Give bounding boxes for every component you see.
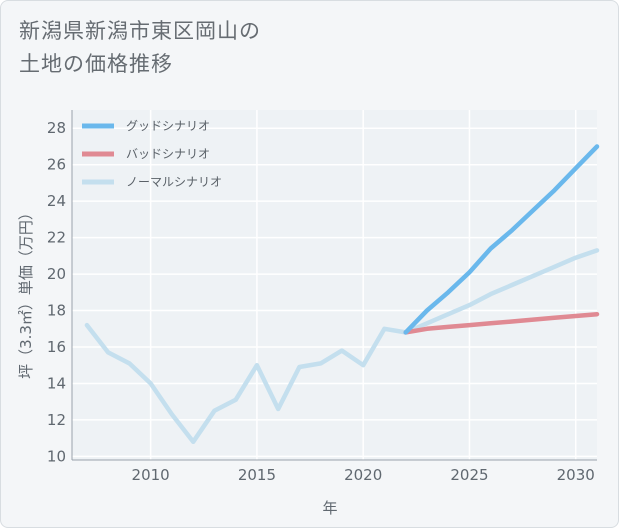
series-line-normal	[84, 248, 600, 445]
x-tick-label: 2015	[238, 466, 276, 484]
y-tick-label: 12	[47, 411, 66, 429]
x-tick-label: 2025	[450, 466, 488, 484]
y-tick-label: 28	[47, 119, 66, 137]
y-tick-label: 24	[47, 192, 66, 210]
y-tick-label: 26	[47, 156, 66, 174]
series-lines	[84, 144, 600, 445]
y-tick-label: 16	[47, 338, 66, 356]
series-line-bad	[403, 311, 600, 335]
x-tick-label: 2030	[557, 466, 595, 484]
axes: 10 12 14 16 18 20 22 24 26 28 2010 2015 2020 2025 2030	[47, 110, 597, 484]
grid	[72, 110, 597, 460]
y-tick-label: 14	[47, 374, 66, 392]
title-line-1: 新潟県新潟市東区岡山の	[19, 19, 261, 43]
legend-label-bad: バッドシナリオ	[126, 147, 210, 161]
x-tick-label: 2020	[344, 466, 382, 484]
legend-label-good: グッドシナリオ	[126, 119, 210, 133]
y-tick-label: 22	[47, 229, 66, 247]
x-tick-label: 2010	[132, 466, 170, 484]
y-tick-label: 18	[47, 302, 66, 320]
y-axis-label: 坪（3.3㎡）単価（万円）	[17, 205, 35, 379]
y-tick-label: 10	[47, 447, 66, 465]
y-tick-label: 20	[47, 265, 66, 283]
chart-title: 新潟県新潟市東区岡山の 土地の価格推移	[19, 15, 261, 81]
series-line-good	[403, 144, 600, 335]
title-line-2: 土地の価格推移	[19, 52, 173, 76]
x-axis-label: 年	[322, 499, 337, 517]
legend-label-normal: ノーマルシナリオ	[126, 175, 222, 189]
